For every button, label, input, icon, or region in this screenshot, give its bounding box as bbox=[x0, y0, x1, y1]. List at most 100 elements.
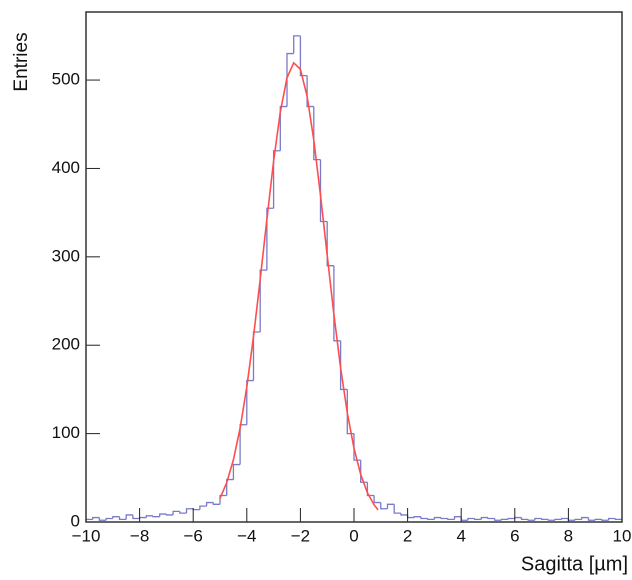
x-tick-label: −10 bbox=[72, 526, 101, 545]
histogram-bin bbox=[326, 221, 334, 267]
histogram-bin bbox=[561, 517, 569, 520]
y-tick-label: 100 bbox=[52, 423, 80, 442]
histogram-bin bbox=[105, 517, 113, 521]
histogram-bin bbox=[567, 518, 576, 521]
histogram-bin bbox=[333, 265, 341, 342]
histogram-bin bbox=[272, 150, 281, 209]
histogram-bin bbox=[440, 517, 448, 520]
histogram-bin bbox=[527, 519, 535, 521]
histogram-bin bbox=[179, 511, 187, 514]
x-tick-label: −2 bbox=[291, 526, 310, 545]
histogram-bin bbox=[547, 519, 555, 521]
x-tick-label: 4 bbox=[456, 526, 465, 545]
histogram-bin bbox=[540, 518, 549, 520]
histogram-bin bbox=[118, 516, 127, 520]
x-tick-label: 10 bbox=[613, 526, 632, 545]
histogram-bin bbox=[353, 433, 361, 461]
x-tick-label: −6 bbox=[184, 526, 203, 545]
histogram-bin bbox=[205, 501, 214, 507]
histogram-bin bbox=[159, 513, 167, 517]
histogram-bin bbox=[360, 460, 368, 483]
histogram-bin bbox=[92, 516, 100, 520]
histogram-bin bbox=[460, 516, 468, 521]
histogram-bin bbox=[393, 504, 401, 514]
histogram-bin bbox=[507, 517, 515, 520]
histogram-bin bbox=[152, 515, 160, 518]
histogram-bin bbox=[132, 514, 140, 520]
histogram-bin bbox=[607, 517, 616, 521]
histogram-bin bbox=[601, 519, 609, 521]
histogram-bin bbox=[494, 518, 502, 521]
x-tick-label: −8 bbox=[130, 526, 149, 545]
histogram-bin bbox=[366, 482, 375, 497]
histogram-bin bbox=[500, 518, 509, 521]
histogram-bin bbox=[165, 514, 174, 516]
x-tick-label: 6 bbox=[510, 526, 519, 545]
histogram-bin bbox=[433, 516, 442, 520]
histogram-bin bbox=[554, 518, 562, 521]
histogram-bin bbox=[185, 508, 194, 514]
histogram-bin bbox=[373, 495, 381, 504]
histogram-bin bbox=[467, 517, 475, 521]
y-tick-label: 0 bbox=[71, 511, 80, 530]
histogram-bin bbox=[447, 518, 455, 520]
histogram-bin bbox=[587, 517, 596, 521]
histogram-bin bbox=[138, 516, 147, 519]
y-tick-label: 400 bbox=[52, 158, 80, 177]
histogram-bin bbox=[520, 517, 529, 520]
histogram-bin bbox=[98, 517, 107, 521]
histogram-bin bbox=[473, 518, 482, 520]
x-tick-label: 0 bbox=[349, 526, 358, 545]
histogram-bin bbox=[219, 494, 227, 505]
histogram-bin bbox=[232, 463, 241, 480]
histogram-bin bbox=[306, 75, 314, 108]
histogram-bin bbox=[286, 52, 294, 107]
histogram-bin bbox=[594, 518, 602, 521]
histogram-bin bbox=[172, 510, 180, 515]
histogram-bin bbox=[299, 35, 308, 77]
histogram-bin bbox=[313, 106, 321, 161]
histogram-bin bbox=[581, 516, 589, 520]
histogram-bin bbox=[226, 478, 234, 496]
histogram-bin bbox=[252, 331, 261, 381]
histogram-bin bbox=[112, 516, 120, 519]
y-tick-label: 500 bbox=[52, 70, 80, 89]
histogram-bin bbox=[487, 517, 495, 520]
histogram-bin bbox=[413, 516, 421, 518]
histogram-bin bbox=[259, 269, 267, 332]
histogram-bin bbox=[246, 379, 254, 425]
histogram-bin bbox=[400, 513, 408, 516]
histogram-bin bbox=[514, 516, 522, 519]
y-axis-label: Entries bbox=[11, 32, 32, 91]
histogram-bin bbox=[239, 424, 247, 465]
y-tick-label: 300 bbox=[52, 246, 80, 265]
histogram-bin bbox=[192, 508, 200, 511]
histogram-bin bbox=[406, 514, 415, 519]
histogram-bin bbox=[293, 35, 301, 54]
plot-frame bbox=[85, 11, 623, 523]
x-tick-label: 8 bbox=[564, 526, 573, 545]
x-tick-label: −4 bbox=[237, 526, 256, 545]
histogram-bin bbox=[480, 516, 488, 520]
fit-curve bbox=[219, 61, 379, 511]
histogram-bin bbox=[534, 517, 542, 521]
histogram-bin bbox=[427, 518, 435, 520]
histogram-bin bbox=[125, 514, 133, 520]
histogram-bin bbox=[339, 340, 348, 391]
x-axis-label: Sagitta [µm] bbox=[521, 553, 628, 575]
histogram-bin bbox=[145, 515, 153, 518]
histogram-bin bbox=[574, 518, 582, 521]
histogram-bin bbox=[212, 502, 220, 505]
histogram-bin bbox=[614, 518, 622, 520]
histogram-bin bbox=[380, 502, 388, 510]
histogram-bin bbox=[420, 516, 428, 520]
histogram-bin bbox=[386, 503, 395, 509]
histogram-bin bbox=[266, 207, 274, 271]
histogram-bin bbox=[199, 505, 207, 510]
histogram-bin bbox=[319, 159, 328, 223]
histogram-bin bbox=[279, 105, 287, 151]
x-tick-label: 2 bbox=[403, 526, 412, 545]
histogram-bin bbox=[453, 516, 462, 520]
y-tick-label: 200 bbox=[52, 335, 80, 354]
